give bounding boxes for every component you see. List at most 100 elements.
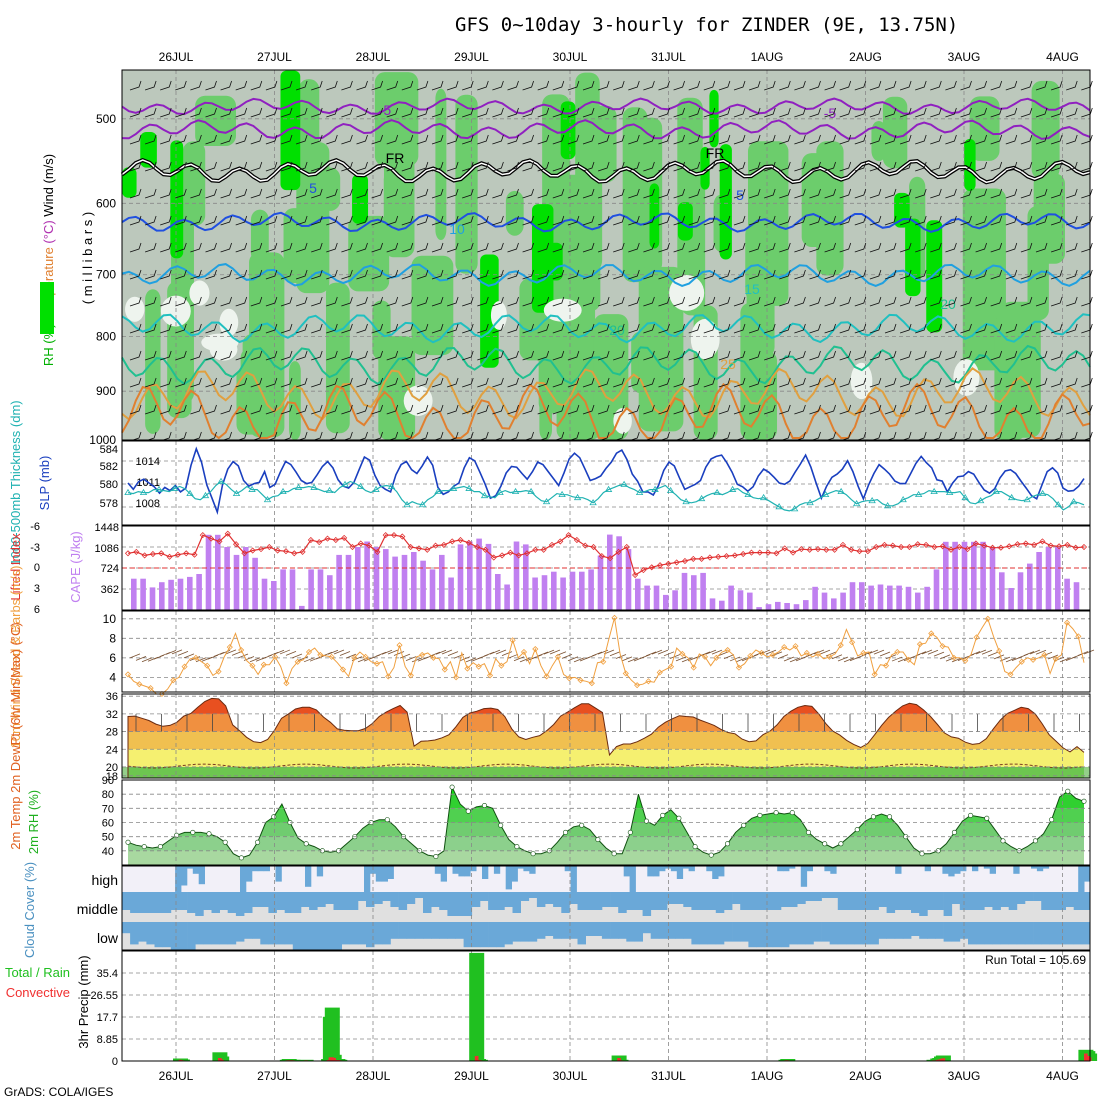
wind-barb: [643, 161, 655, 172]
wind-barb: [326, 269, 338, 280]
cape-bar: [467, 541, 473, 610]
wind-barb: [462, 269, 474, 280]
wind-barb: [175, 242, 187, 253]
wind-barb: [416, 404, 429, 415]
cape-bar: [299, 605, 305, 610]
wind-barb: [688, 242, 701, 253]
wind-barb: [839, 269, 852, 280]
wind-barb: [507, 404, 519, 415]
wind-barb: [552, 188, 565, 199]
wind-barb: [552, 350, 565, 361]
wind-barb: [621, 656, 633, 662]
wind-barb: [462, 296, 474, 307]
cloud-cell: [732, 892, 741, 904]
cloud-cell: [675, 892, 684, 904]
lifted-marker: [133, 548, 140, 555]
wind-barb: [960, 107, 972, 118]
rh-marker: [303, 841, 309, 847]
wind-barb: [794, 161, 806, 172]
wind-barb: [839, 107, 852, 118]
lifted-marker: [565, 532, 572, 539]
wind-barb: [688, 134, 701, 145]
lifted-marker: [806, 546, 813, 553]
wind-barb: [839, 161, 852, 172]
bottom-date-label: 29JUL: [454, 1069, 489, 1083]
wind-barb: [771, 651, 783, 657]
wind-barb: [613, 80, 625, 91]
cape-bar: [439, 554, 445, 610]
wind-barb: [1050, 188, 1063, 199]
cloud-cell: [927, 922, 936, 939]
wind-barb: [735, 657, 747, 663]
slp-line: [127, 446, 1085, 516]
cloud-cell: [325, 892, 334, 904]
wind-barb: [975, 323, 987, 334]
wind-barb: [190, 269, 202, 280]
wind-speed-marker: [837, 642, 844, 649]
wind-barb: [341, 215, 353, 226]
lifted-marker: [607, 555, 614, 562]
wind-barb: [884, 80, 897, 91]
wind-barb: [688, 323, 701, 334]
wind-barb: [431, 296, 444, 307]
lifted-marker: [482, 546, 489, 553]
wind-speed-marker: [1018, 658, 1025, 665]
wind-barb: [177, 650, 189, 656]
wind-barb: [987, 651, 999, 657]
wind-barb: [175, 215, 187, 226]
rh-marker: [562, 829, 568, 835]
wind-barb: [477, 134, 489, 145]
lifted-marker: [532, 546, 539, 553]
cape-bar: [1017, 572, 1024, 610]
precip-tick-label: 17.7: [97, 1012, 118, 1024]
wind-barb: [386, 215, 399, 226]
cloud-cell: [381, 866, 388, 882]
thickness-marker: [883, 502, 892, 509]
wind-barb: [613, 404, 625, 415]
wind-speed-marker: [453, 674, 460, 681]
cloud-cell: [154, 892, 163, 913]
wind-barb: [1050, 296, 1063, 307]
wind-barb: [295, 377, 308, 388]
wind-speed-marker: [588, 680, 595, 687]
thickness-marker: [217, 477, 225, 484]
thickness-marker: [496, 488, 504, 496]
cloud-cell: [1081, 922, 1091, 945]
cloud-cell: [764, 892, 774, 910]
cape-bar: [168, 579, 174, 610]
wind-speed-marker: [566, 675, 573, 682]
wind-barb: [303, 657, 315, 663]
wind-barb: [1066, 269, 1078, 280]
wind-barb: [688, 404, 701, 415]
cloud-cell: [219, 892, 229, 910]
wind-barb: [990, 296, 1003, 307]
wind-barb: [779, 377, 791, 388]
cloud-cell: [1016, 922, 1026, 945]
lifted-marker: [972, 540, 979, 547]
wind-barb: [748, 188, 761, 199]
cloud-cell: [203, 892, 212, 910]
lifted-marker: [507, 549, 514, 556]
wind-barb: [295, 296, 308, 307]
cloud-cell: [178, 892, 188, 910]
cape-bar: [523, 544, 529, 610]
cloud-cell: [1081, 892, 1091, 910]
precip-bar: [324, 1007, 340, 1061]
wind-barb: [789, 657, 801, 663]
lifted-marker: [1072, 544, 1079, 551]
cloud-cell: [162, 922, 172, 948]
thickness-marker: [170, 484, 179, 491]
wind-barb: [993, 654, 1005, 660]
thickness-marker: [387, 482, 396, 489]
cloud-cell: [504, 892, 513, 907]
cloud-cell: [658, 892, 668, 910]
wind-barb: [567, 350, 580, 361]
wind-barb: [129, 107, 142, 118]
wind-speed-marker: [996, 647, 1003, 655]
wind-barb: [960, 350, 972, 361]
wind-barb: [628, 107, 640, 118]
cloud-level-label: high: [92, 872, 118, 888]
cloud-cell: [1065, 922, 1075, 945]
lifted-marker: [1080, 543, 1088, 551]
wind-barb: [915, 161, 927, 172]
